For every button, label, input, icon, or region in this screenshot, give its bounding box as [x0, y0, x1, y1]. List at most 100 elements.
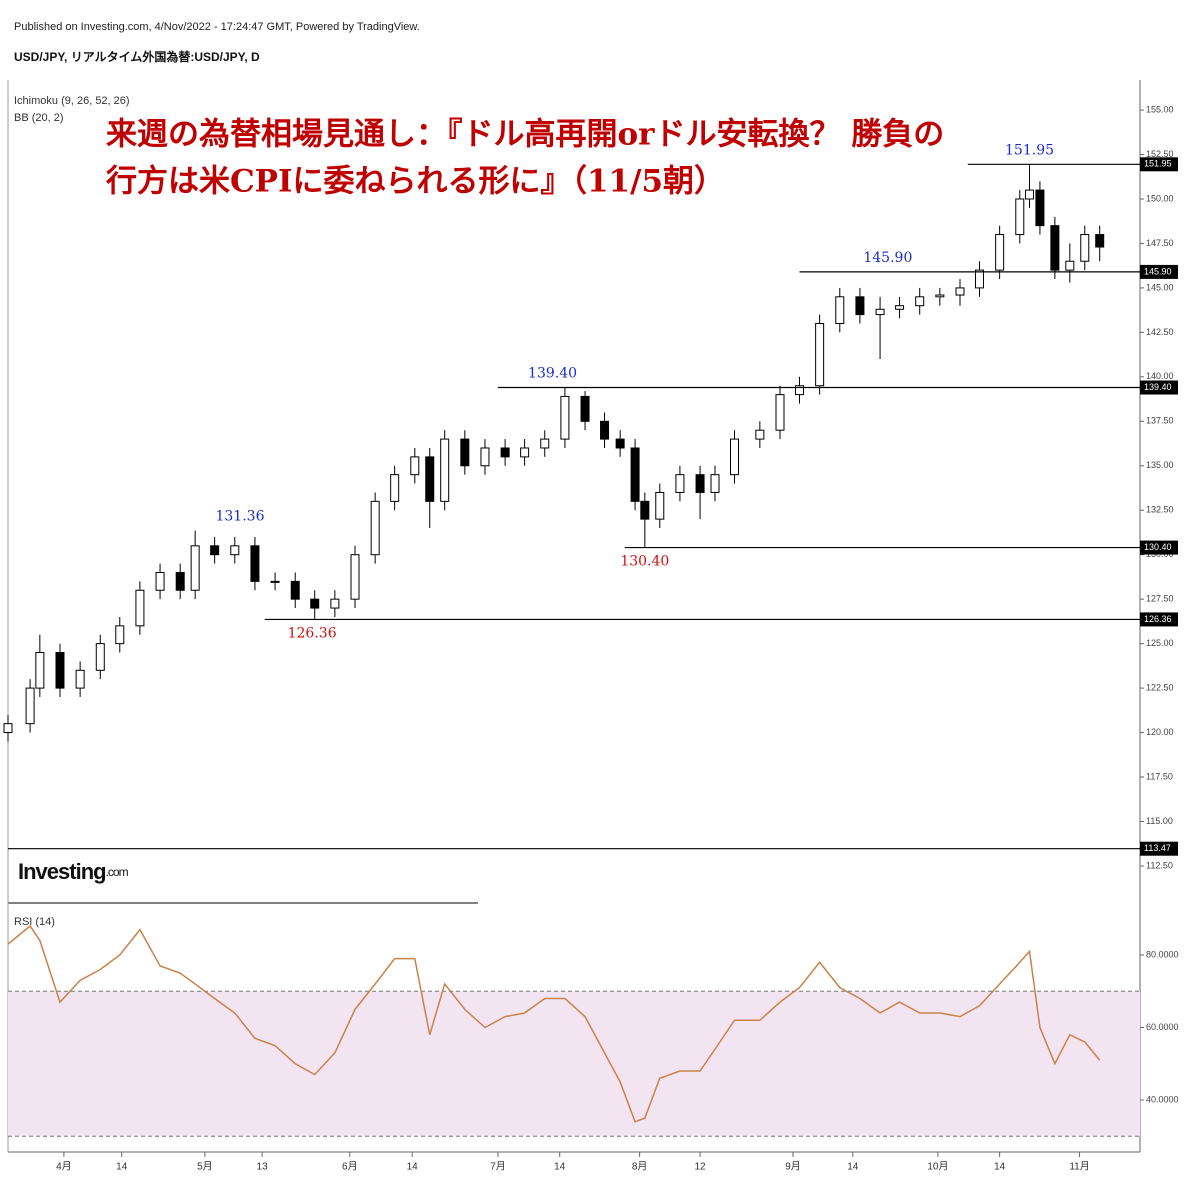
- level-label: 151.95: [1144, 159, 1172, 169]
- y-tick-label: 132.50: [1146, 505, 1174, 515]
- candle-body: [115, 625, 125, 645]
- annotation: 131.36: [215, 509, 264, 525]
- level-label: 113.47: [1144, 843, 1171, 853]
- candle-body: [55, 652, 65, 689]
- x-tick-label: 6月: [342, 1161, 358, 1173]
- candle-body: [480, 447, 490, 467]
- x-tick-label: 5月: [197, 1161, 213, 1173]
- candle-body: [155, 571, 165, 591]
- candle-body: [175, 571, 185, 591]
- candle-body: [1015, 198, 1025, 236]
- candle-body: [855, 296, 865, 316]
- indicator: BB (20, 2): [14, 112, 64, 124]
- x-tick-label: 4月: [56, 1161, 72, 1173]
- y-tick-label: 60.0000: [1146, 1022, 1179, 1032]
- published: Published on Investing.com, 4/Nov/2022 -…: [14, 21, 420, 33]
- title: 行方は米CPIに委ねられる形に』（11/5朝）: [105, 164, 725, 200]
- candle-body: [460, 438, 470, 467]
- annotation: 130.40: [620, 554, 669, 570]
- y-tick-label: 135.00: [1146, 460, 1174, 470]
- y-tick-label: 155.00: [1146, 104, 1174, 114]
- candle-body: [775, 394, 785, 431]
- candle-body: [410, 456, 420, 476]
- level-label: 145.90: [1144, 266, 1172, 276]
- level-tag: [1140, 612, 1178, 627]
- candle-body: [370, 500, 380, 556]
- candle-body: [710, 474, 720, 493]
- candle-body: [390, 474, 400, 502]
- y-tick-label: 145.00: [1146, 282, 1174, 292]
- candle-body: [330, 598, 340, 609]
- candle-body: [835, 296, 845, 324]
- candle-body: [135, 589, 145, 627]
- candle-body: [675, 474, 685, 493]
- candle-body: [95, 643, 105, 671]
- candle-body: [600, 420, 610, 440]
- candle-body: [580, 395, 590, 422]
- annotation: 126.36: [288, 625, 337, 641]
- level-tag: [1140, 264, 1178, 279]
- level-label: 139.40: [1144, 382, 1172, 392]
- candle-body: [1035, 189, 1045, 227]
- candle-body: [250, 545, 260, 582]
- candle-body: [440, 438, 450, 502]
- candle-body: [1065, 260, 1075, 271]
- candle-body: [995, 234, 1005, 271]
- candle-body: [755, 429, 765, 440]
- rsi-title: RSI (14): [14, 916, 55, 928]
- candle-body: [3, 723, 13, 734]
- candle-body: [615, 438, 625, 449]
- x-tick-label: 14: [847, 1162, 859, 1173]
- candle-body: [350, 554, 360, 600]
- candle-body: [974, 269, 984, 289]
- candle-body: [75, 669, 85, 689]
- annotation: 151.95: [1005, 142, 1054, 158]
- candle-body: [520, 447, 530, 458]
- level-tag: [1140, 157, 1178, 172]
- candle-body: [500, 447, 510, 458]
- logo-suffix: .com: [106, 865, 129, 879]
- x-tick-label: 11月: [1069, 1161, 1089, 1173]
- candle-body: [290, 580, 300, 600]
- level-tag: [1140, 540, 1178, 555]
- candle-body: [935, 294, 945, 298]
- candle-body: [794, 385, 804, 396]
- y-tick-label: 140.00: [1146, 371, 1174, 381]
- candle-body: [230, 545, 240, 556]
- indicator: Ichimoku (9, 26, 52, 26): [14, 95, 130, 107]
- candle-body: [35, 652, 45, 689]
- candle-body: [895, 305, 905, 310]
- x-tick-label: 9月: [785, 1161, 801, 1173]
- x-tick-label: 10月: [927, 1161, 948, 1173]
- candle-body: [1080, 234, 1090, 262]
- x-tick-label: 7月: [490, 1161, 506, 1173]
- level-label: 126.36: [1144, 614, 1172, 624]
- candle-body: [1095, 234, 1105, 248]
- level-tag: [1140, 380, 1178, 395]
- rsi-line: [7, 924, 1101, 1123]
- candle-body: [25, 687, 35, 725]
- x-tick-label: 14: [554, 1162, 566, 1173]
- y-tick-label: 152.50: [1146, 149, 1174, 159]
- candle-body: [630, 447, 640, 502]
- y-tick-label: 125.00: [1146, 638, 1174, 648]
- candle-body: [310, 598, 320, 609]
- candle-body: [695, 474, 705, 493]
- y-tick-label: 147.50: [1146, 238, 1174, 248]
- x-tick-label: 8月: [632, 1161, 648, 1173]
- candle-body: [640, 500, 650, 520]
- y-tick-label: 112.50: [1146, 860, 1173, 870]
- rsi-band: [8, 991, 1140, 1137]
- logo: Investing.com: [18, 859, 129, 884]
- candle-body: [425, 456, 435, 502]
- candle-body: [915, 296, 925, 307]
- y-tick-label: 122.50: [1146, 682, 1174, 692]
- candle-body: [730, 438, 740, 476]
- annotation: 139.40: [528, 366, 577, 382]
- candle-body: [190, 545, 200, 591]
- y-tick-label: 120.00: [1146, 727, 1174, 737]
- candle-body: [560, 395, 570, 440]
- title: 来週の為替相場見通し：『ドル高再開orドル安転換？ 勝負の: [106, 117, 944, 153]
